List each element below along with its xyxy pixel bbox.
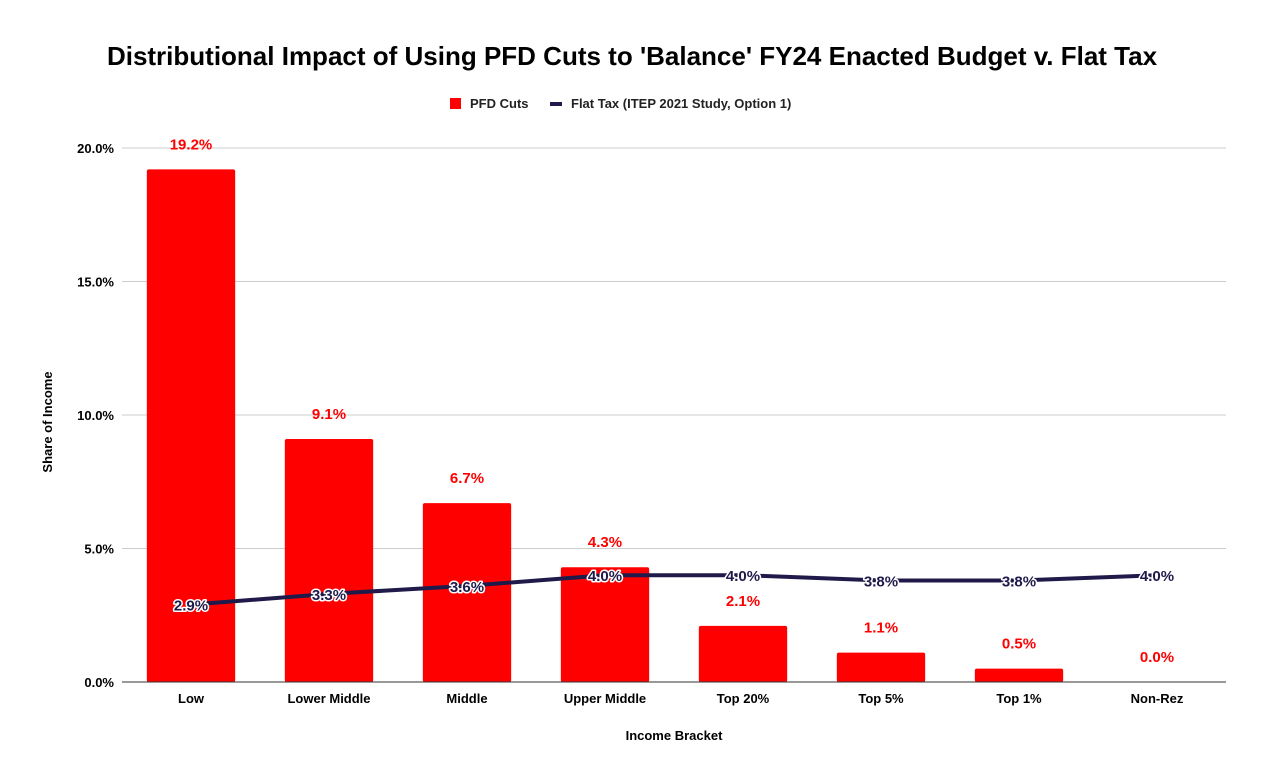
line-data-labels: 2.9% 3.3% 3.6% 4.0% 4.0% 3.8% 3.8% 4.0% <box>172 567 1175 616</box>
line-data-label: 3.8% <box>864 574 898 591</box>
x-tick-label: Top 5% <box>858 691 904 706</box>
line-data-label: 4.0% <box>1140 568 1174 585</box>
chart-title: Distributional Impact of Using PFD Cuts … <box>107 41 1158 71</box>
legend-swatch-pfd-cuts <box>450 98 461 109</box>
bar <box>422 503 512 682</box>
bar <box>836 652 926 682</box>
bar <box>284 439 374 682</box>
line-data-label: 4.0% <box>726 568 760 585</box>
line-data-label: 4.0% <box>588 568 622 585</box>
y-tick-label: 15.0% <box>77 275 114 290</box>
x-tick-label: Lower Middle <box>287 691 370 706</box>
bar-data-label: 9.1% <box>312 406 346 423</box>
y-tick-label: 20.0% <box>77 141 114 156</box>
x-tick-label: Middle <box>446 691 487 706</box>
line-data-label: 3.3% <box>312 587 346 604</box>
bar-data-label: 0.5% <box>1002 636 1036 653</box>
line-data-label: 3.8% <box>1002 574 1036 591</box>
bar-data-label: 1.1% <box>864 620 898 637</box>
bar <box>974 668 1064 682</box>
x-tick-label: Upper Middle <box>564 691 646 706</box>
bar <box>560 567 650 682</box>
bar <box>146 169 236 683</box>
x-axis-title: Income Bracket <box>626 728 723 743</box>
line-data-label: 2.9% <box>174 598 208 615</box>
bar-data-label: 6.7% <box>450 470 484 487</box>
line-data-label: 3.6% <box>450 579 484 596</box>
y-axis-title: Share of Income <box>40 371 55 472</box>
bar-data-label: 2.1% <box>726 593 760 610</box>
y-axis-ticks: 0.0% 5.0% 10.0% 15.0% 20.0% <box>77 141 114 690</box>
flat-tax-line <box>189 573 1159 607</box>
bar-data-labels: 19.2% 9.1% 6.7% 4.3% 2.1% 1.1% 0.5% 0.0% <box>170 136 1174 666</box>
bar-data-label: 4.3% <box>588 534 622 551</box>
x-tick-label: Top 1% <box>996 691 1042 706</box>
bar-data-label: 0.0% <box>1140 649 1174 666</box>
legend-label-flat-tax: Flat Tax (ITEP 2021 Study, Option 1) <box>571 96 791 111</box>
x-tick-label: Top 20% <box>717 691 770 706</box>
legend-label-pfd-cuts: PFD Cuts <box>470 96 529 111</box>
y-tick-label: 10.0% <box>77 408 114 423</box>
x-axis-ticks: Low Lower Middle Middle Upper Middle Top 20%… <box>178 691 1184 706</box>
legend: PFD Cuts Flat Tax (ITEP 2021 Study, Opti… <box>450 96 791 111</box>
x-tick-label: Low <box>178 691 205 706</box>
bar <box>698 625 788 682</box>
line-series-flat-tax <box>189 573 1159 607</box>
bar-series-pfd-cuts <box>146 169 1064 683</box>
y-tick-label: 0.0% <box>84 675 114 690</box>
x-tick-label: Non-Rez <box>1131 691 1184 706</box>
y-tick-label: 5.0% <box>84 542 114 557</box>
bar-data-label: 19.2% <box>170 136 213 153</box>
